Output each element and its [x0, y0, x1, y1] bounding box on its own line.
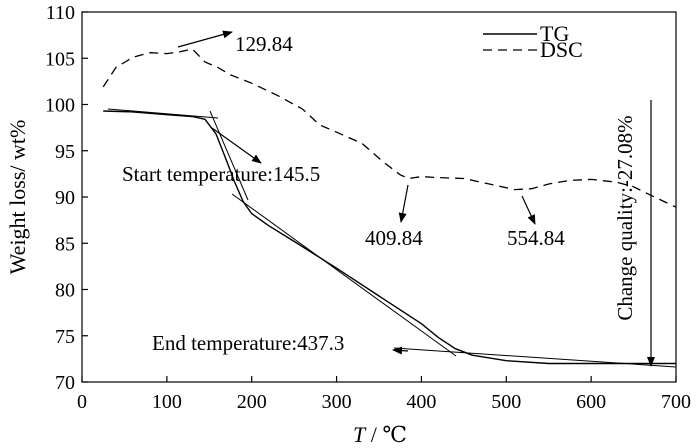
y-tick-label: 105 [45, 48, 75, 70]
series-line-tg [103, 110, 676, 365]
y-tick-label: 70 [55, 372, 75, 394]
y-axis-ticks: 70 75 80 85 90 95 100 105 110 [45, 2, 88, 394]
x-tick-label: 600 [576, 391, 606, 413]
y-tick-label: 75 [55, 326, 75, 348]
x-tick-label: 500 [491, 391, 521, 413]
annotation-label-start: Start temperature:145.5 [122, 162, 320, 186]
y-tick-label: 80 [55, 280, 75, 302]
annotation-label-129-84: 129.84 [235, 32, 293, 56]
annotation-arrow-129-84 [177, 30, 233, 48]
y-tick-label: 85 [55, 233, 75, 255]
annotation-label-409-84: 409.84 [365, 226, 423, 250]
y-tick-label: 100 [45, 95, 75, 117]
x-tick-label: 200 [237, 391, 267, 413]
annotation-554-84: 554.84 [507, 195, 565, 250]
tangent-lines [107, 108, 677, 368]
legend-label-tg: TG [540, 21, 569, 46]
annotation-label-end: End temperature:437.3 [152, 331, 344, 355]
annotation-arrow-409-84 [398, 184, 409, 223]
annotation-409-84: 409.84 [365, 184, 423, 250]
annotation-start-temperature: Start temperature:145.5 [122, 127, 320, 186]
y-tick-label: 95 [55, 141, 75, 163]
annotation-arrow-end [392, 346, 409, 355]
y-axis-label: Weight loss/ wt% [5, 120, 30, 275]
plot-frame [81, 11, 677, 383]
x-tick-label: 400 [406, 391, 436, 413]
series-line-dsc [102, 48, 677, 208]
annotation-129-84: 129.84 [177, 30, 293, 56]
legend: TG DSC [483, 21, 583, 62]
x-tick-label: 700 [661, 391, 691, 413]
annotation-change-quality: Change quality:-27.08% [613, 100, 655, 367]
x-axis-label: T / ℃ [353, 422, 407, 447]
x-tick-label: 300 [322, 391, 352, 413]
x-tick-label: 0 [77, 391, 87, 413]
annotation-arrow-start [211, 127, 262, 164]
x-axis-separator: / [365, 422, 382, 447]
annotation-end-temperature: End temperature:437.3 [152, 331, 409, 355]
x-axis-unit: ℃ [382, 422, 407, 447]
x-axis-ticks: 0 100 200 300 400 500 600 700 [77, 376, 691, 413]
tangent-baseline-start [107, 108, 219, 119]
y-tick-label: 110 [46, 2, 75, 24]
tangent-baseline-end [393, 347, 677, 368]
tangent-steep-start [209, 110, 249, 201]
y-tick-label: 90 [55, 187, 75, 209]
annotation-label-change-quality: Change quality:-27.08% [613, 115, 637, 320]
x-tick-label: 100 [152, 391, 182, 413]
tangent-slope [231, 193, 457, 357]
annotation-arrow-554-84 [521, 195, 536, 225]
x-axis-variable: T [353, 422, 367, 447]
legend-label-dsc: DSC [540, 37, 583, 62]
annotation-label-554-84: 554.84 [507, 226, 565, 250]
